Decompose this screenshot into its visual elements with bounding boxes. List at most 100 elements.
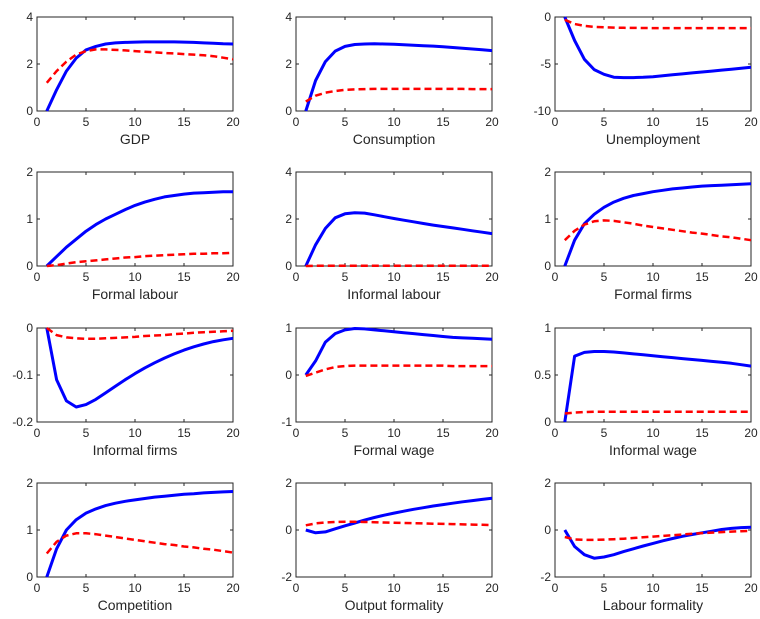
- panel-unemployment: 0 5 10 15 20 -10 -5 0 Unemployment: [534, 10, 758, 147]
- y-tick-label: 0: [544, 523, 551, 537]
- x-tick-label: 10: [128, 115, 142, 129]
- x-tick-label: 0: [34, 426, 41, 440]
- y-tick-label: -10: [534, 104, 552, 118]
- panel-consumption: 0 5 10 15 20 0 2 4 Consumption: [285, 10, 499, 147]
- panel-formal-labour: 0 5 10 15 20 0 1 2 Formal labour: [26, 165, 240, 302]
- y-tick-label: -0.1: [12, 368, 33, 382]
- x-tick-label: 5: [342, 270, 349, 284]
- x-tick-label: 10: [128, 581, 142, 595]
- x-tick-label: 0: [552, 426, 559, 440]
- x-tick-label: 10: [646, 115, 660, 129]
- panel-informal-labour: 0 5 10 15 20 0 2 4 Informal labour: [285, 165, 499, 302]
- x-tick-label: 5: [601, 115, 608, 129]
- y-tick-label: 2: [26, 476, 33, 490]
- y-tick-label: 1: [544, 212, 551, 226]
- x-tick-label: 20: [744, 270, 758, 284]
- x-tick-label: 5: [601, 270, 608, 284]
- panel-informal-wage: 0 5 10 15 20 0 0.5 1 Informal wage: [534, 321, 758, 458]
- series-line-2: [46, 251, 234, 268]
- series-line-1: [563, 525, 752, 560]
- series-line-1: [45, 40, 234, 112]
- x-tick-label: 0: [34, 115, 41, 129]
- y-tick-label: 0: [26, 570, 33, 584]
- axes-box: [554, 16, 752, 112]
- series-line-1: [45, 490, 234, 578]
- panel-title: Informal firms: [93, 442, 178, 458]
- series-line-1: [304, 42, 493, 112]
- series-line-1: [45, 327, 234, 409]
- x-tick-label: 15: [436, 426, 450, 440]
- x-tick-label: 15: [436, 270, 450, 284]
- x-tick-label: 5: [83, 581, 90, 595]
- x-tick-label: 20: [485, 581, 499, 595]
- panel-informal-firms: 0 5 10 15 20 -0.2 -0.1 0 Informal firms: [12, 321, 240, 458]
- series-line-1: [563, 350, 752, 423]
- y-tick-label: 1: [544, 321, 551, 335]
- x-tick-label: 20: [744, 581, 758, 595]
- x-tick-label: 0: [552, 581, 559, 595]
- x-tick-label: 5: [342, 426, 349, 440]
- x-tick-label: 15: [695, 115, 709, 129]
- x-tick-label: 15: [177, 115, 191, 129]
- series-line-2: [564, 410, 751, 415]
- panel-title: Formal firms: [614, 286, 692, 302]
- y-tick-label: 0: [285, 104, 292, 118]
- x-tick-label: 10: [387, 581, 401, 595]
- panel-title: Formal wage: [354, 442, 435, 458]
- x-tick-label: 0: [34, 581, 41, 595]
- panel-title: Informal labour: [347, 286, 441, 302]
- y-tick-label: 0.5: [534, 368, 551, 382]
- y-tick-label: 0: [544, 10, 551, 24]
- x-tick-label: 15: [177, 270, 191, 284]
- x-tick-label: 0: [552, 270, 559, 284]
- series-line-1: [563, 16, 752, 80]
- x-tick-label: 5: [601, 426, 608, 440]
- x-tick-label: 10: [387, 426, 401, 440]
- panel-competition: 0 5 10 15 20 0 1 2 Competition: [26, 476, 240, 613]
- panel-title: Informal wage: [609, 442, 697, 458]
- x-tick-label: 5: [83, 270, 90, 284]
- y-tick-label: 0: [285, 368, 292, 382]
- y-tick-label: -2: [281, 570, 292, 584]
- x-tick-label: 15: [177, 581, 191, 595]
- y-tick-label: 0: [285, 259, 292, 273]
- series-line-2: [305, 520, 493, 527]
- x-tick-label: 5: [342, 581, 349, 595]
- x-tick-label: 20: [226, 581, 240, 595]
- y-tick-label: 1: [26, 523, 33, 537]
- x-tick-label: 15: [695, 581, 709, 595]
- x-tick-label: 15: [695, 270, 709, 284]
- panel-gdp: 0 5 10 15 20 0 2 4 GDP: [26, 10, 240, 147]
- y-tick-label: 4: [285, 165, 292, 179]
- y-tick-label: -0.2: [12, 415, 33, 429]
- x-tick-label: 20: [226, 270, 240, 284]
- x-tick-label: 5: [83, 115, 90, 129]
- x-tick-label: 20: [226, 426, 240, 440]
- x-tick-label: 10: [646, 426, 660, 440]
- y-tick-label: 0: [26, 259, 33, 273]
- x-tick-label: 0: [293, 270, 300, 284]
- axes-box: [295, 482, 493, 578]
- x-tick-label: 0: [552, 115, 559, 129]
- series-line-2: [46, 326, 234, 341]
- y-tick-label: 0: [285, 523, 292, 537]
- panel-title: Competition: [98, 597, 173, 613]
- series-line-2: [305, 364, 492, 378]
- panel-title: Unemployment: [606, 131, 700, 147]
- x-tick-label: 5: [83, 426, 90, 440]
- x-tick-label: 15: [177, 426, 191, 440]
- x-tick-label: 20: [226, 115, 240, 129]
- x-tick-label: 10: [646, 581, 660, 595]
- panel-title: Formal labour: [92, 286, 179, 302]
- series-line-1: [305, 496, 493, 535]
- x-tick-label: 10: [387, 270, 401, 284]
- x-tick-label: 10: [128, 270, 142, 284]
- y-tick-label: 4: [26, 10, 33, 24]
- panel-title: Output formality: [345, 597, 444, 613]
- x-tick-label: 20: [744, 115, 758, 129]
- y-tick-label: 2: [285, 57, 292, 71]
- y-tick-label: 2: [285, 476, 292, 490]
- series-line-2: [305, 87, 492, 103]
- x-tick-label: 0: [293, 426, 300, 440]
